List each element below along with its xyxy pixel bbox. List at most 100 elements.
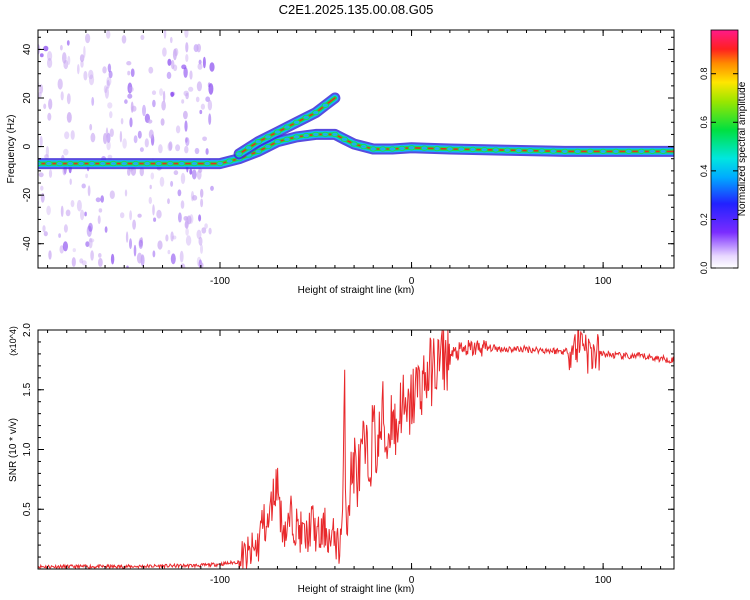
noise-blob bbox=[87, 185, 91, 197]
tick-label: 100 bbox=[595, 276, 612, 287]
ridge-bead bbox=[659, 148, 667, 155]
noise-blob bbox=[79, 258, 84, 264]
noise-blob bbox=[177, 189, 182, 197]
ridge-bead bbox=[302, 132, 310, 139]
noise-blob bbox=[129, 210, 133, 221]
ridge-bead bbox=[340, 136, 349, 143]
noise-blob bbox=[79, 54, 85, 63]
ridge-bead bbox=[132, 160, 140, 167]
noise-blob bbox=[185, 54, 189, 62]
noise-blob bbox=[107, 63, 112, 73]
noise-blob bbox=[198, 214, 202, 222]
snr-x-axis-label: Height of straight line (km) bbox=[298, 584, 415, 595]
snr-panel: -100 0 100 0.5 1.0 1.5 2.0 Height of straight… bbox=[8, 323, 675, 595]
ridge-bead bbox=[235, 151, 243, 157]
ridge-bead bbox=[648, 148, 656, 155]
noise-blob bbox=[90, 132, 96, 143]
snr-y-axis: 0.5 1.0 1.5 2.0 bbox=[22, 323, 674, 558]
noise-blob bbox=[140, 34, 145, 41]
snr-x-axis: -100 0 100 bbox=[47, 330, 662, 586]
noise-blob bbox=[173, 64, 178, 72]
ridge-bead bbox=[203, 160, 211, 167]
noise-blob bbox=[189, 168, 193, 175]
tick-label: 0.8 bbox=[699, 67, 709, 80]
noise-blob bbox=[62, 52, 67, 64]
noise-blob bbox=[88, 69, 94, 80]
noise-blob bbox=[124, 99, 128, 104]
noise-blob bbox=[103, 85, 108, 94]
noise-blob bbox=[185, 137, 190, 147]
noise-blob bbox=[170, 253, 176, 265]
noise-blob bbox=[45, 146, 50, 157]
ridge-bead bbox=[312, 131, 320, 138]
noise-blob bbox=[127, 82, 133, 94]
ridge-bead bbox=[538, 148, 546, 154]
noise-blob bbox=[106, 140, 111, 151]
noise-blob bbox=[127, 167, 131, 176]
tick-label: -100 bbox=[210, 276, 230, 287]
noise-blob bbox=[137, 213, 142, 218]
ridge-bead bbox=[99, 160, 107, 167]
noise-blob bbox=[88, 237, 93, 249]
noise-blob bbox=[65, 209, 71, 217]
noise-blob bbox=[180, 263, 186, 268]
ridge-bead bbox=[407, 145, 416, 151]
noise-blob bbox=[185, 227, 189, 236]
noise-blob bbox=[127, 93, 133, 99]
noise-blob bbox=[98, 208, 103, 213]
ridge-bead bbox=[599, 148, 607, 155]
noise-blob bbox=[70, 200, 75, 208]
noise-blob bbox=[201, 227, 207, 234]
noise-blob bbox=[85, 173, 88, 179]
ridge-bead bbox=[143, 160, 151, 167]
ridge-bead bbox=[38, 160, 42, 167]
noise-blob bbox=[107, 154, 113, 160]
noise-blob bbox=[67, 55, 71, 65]
noise-blob bbox=[181, 64, 187, 70]
noise-blob bbox=[148, 196, 152, 205]
ridge-bead bbox=[312, 109, 320, 116]
noise-blob bbox=[66, 93, 71, 105]
spectrogram-y-axis-label: Frequency (Hz) bbox=[6, 115, 17, 184]
noise-blob bbox=[138, 237, 144, 247]
noise-blob bbox=[60, 205, 64, 217]
ridge-bead bbox=[573, 148, 582, 155]
noise-blob bbox=[199, 109, 203, 115]
ridge-bead bbox=[379, 146, 387, 152]
noise-blob bbox=[185, 92, 189, 100]
ridge-bead bbox=[190, 160, 199, 167]
ridge-bead bbox=[586, 148, 594, 155]
noise-blob bbox=[181, 99, 185, 104]
noise-blob bbox=[80, 60, 84, 68]
noise-blob bbox=[107, 102, 113, 109]
noise-blob bbox=[152, 99, 156, 108]
colorbar: 0.0 0.2 0.4 0.6 0.8 Normalized spectral ampl… bbox=[699, 29, 748, 274]
noise-blob bbox=[180, 172, 186, 185]
ridge-bead bbox=[264, 134, 272, 140]
ridge-bead bbox=[254, 148, 262, 155]
ridge-bead bbox=[254, 139, 262, 145]
noise-blob bbox=[208, 113, 212, 125]
noise-blob bbox=[85, 241, 90, 248]
tick-label: 100 bbox=[595, 575, 612, 586]
ridge-bead bbox=[45, 160, 53, 167]
noise-blob bbox=[95, 197, 101, 203]
noise-blob bbox=[40, 185, 44, 191]
noise-blob bbox=[179, 250, 184, 263]
noise-blob bbox=[100, 195, 104, 203]
noise-blob bbox=[83, 45, 86, 58]
ridge-bead bbox=[283, 136, 291, 143]
colorbar-label: Normalized spectral amplitude bbox=[737, 81, 748, 216]
noise-blob bbox=[97, 215, 101, 225]
noise-blob bbox=[64, 131, 70, 140]
noise-blob bbox=[40, 192, 45, 203]
ridge-bead bbox=[292, 119, 301, 126]
noise-blob bbox=[102, 66, 107, 74]
tick-label: -100 bbox=[210, 575, 230, 586]
spectrogram-y-axis: 40 20 0 -20 -40 bbox=[22, 36, 674, 269]
noise-blob bbox=[91, 96, 95, 106]
tick-label: 40 bbox=[22, 43, 33, 55]
noise-blob bbox=[63, 148, 69, 156]
ridge-bead bbox=[369, 146, 377, 152]
noise-blob bbox=[90, 250, 94, 261]
